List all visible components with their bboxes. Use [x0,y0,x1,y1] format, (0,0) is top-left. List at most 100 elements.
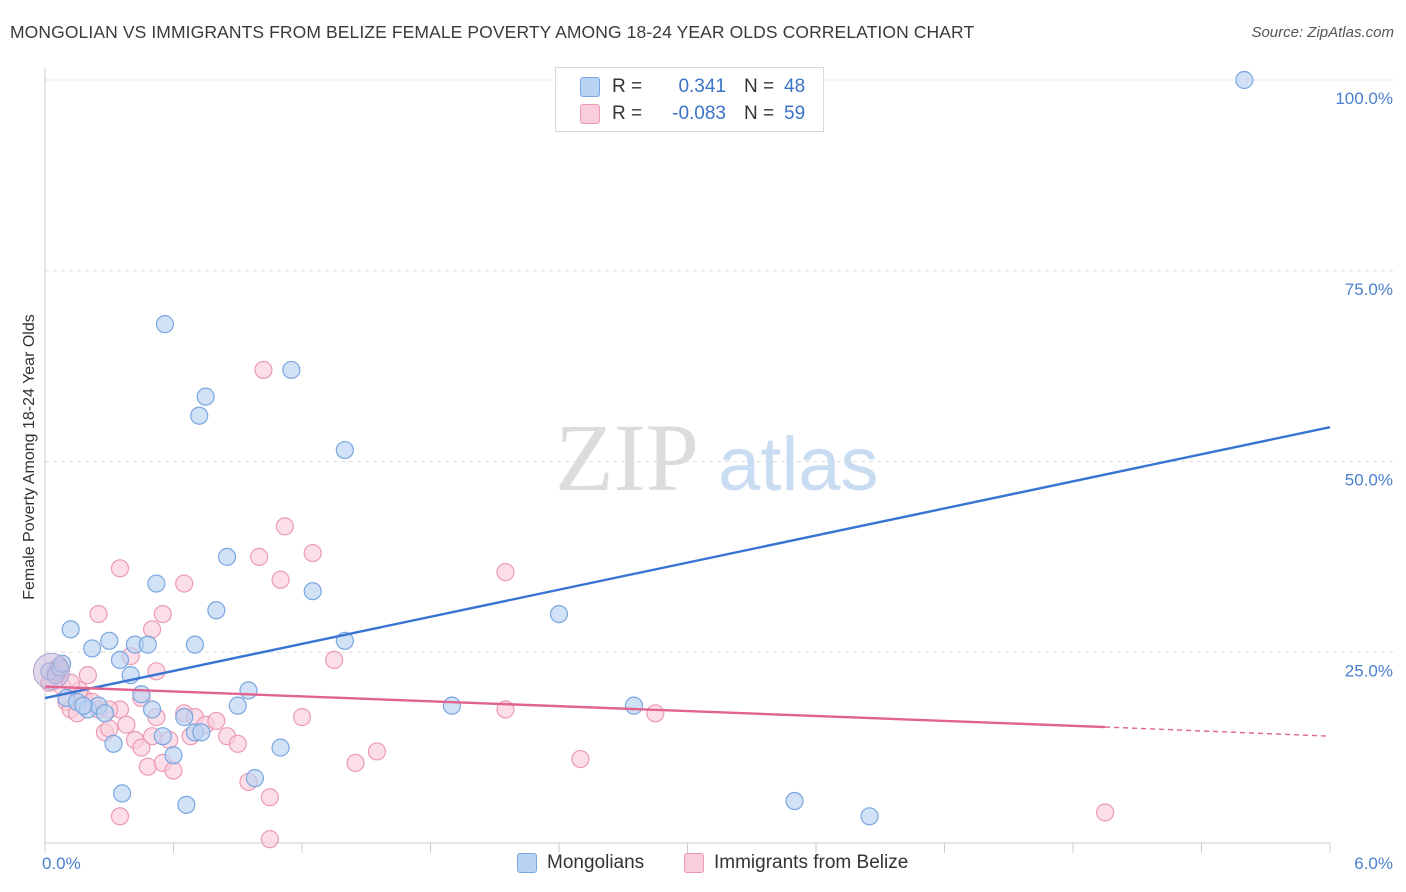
belize-point [260,788,279,807]
belize-point [1096,803,1115,822]
mongolians-point [860,807,879,826]
mongolians-point [335,440,354,460]
belize-point [260,830,279,849]
tick-labels: 25.0% 50.0% 75.0% 100.0% 0.0% 6.0% [42,89,1393,873]
mongolians-point [153,727,172,746]
belize-point [153,604,172,624]
mongolians-point [32,652,70,690]
belize-point [117,715,136,734]
mongolians-point [196,387,215,406]
source-label: Source: ZipAtlas.com [1251,24,1394,41]
mongolians-point [190,406,209,425]
legend-n-value: 59 [784,103,806,124]
mongolians-trend-line [44,425,1331,700]
belize-point [254,360,273,380]
belize-point [175,574,194,593]
legend-r-label: R = [612,76,643,97]
legend-n-label: N = [744,76,775,97]
series-legend: Mongolians Immigrants from Belize [0,852,1406,876]
mongolians-point [147,574,166,593]
y-tick-label: 25.0% [1345,661,1393,680]
axes [44,68,1331,853]
x-tick-label: 6.0% [1354,854,1393,873]
belize-point [110,559,130,578]
mongolians-point [95,704,115,723]
mongolians-point [142,700,162,719]
belize-point [207,711,226,731]
belize-point [496,563,515,582]
legend-swatch-blue [517,853,537,873]
belize-point [325,650,344,669]
mongolians-point [207,601,226,620]
mongolians-point [104,734,123,753]
legend-swatch-pink [684,853,704,873]
legend-n-label: N = [744,103,775,124]
mongolians-point [245,769,264,788]
mongolians-point [100,631,119,650]
belize-point [142,620,162,639]
mongolians-point [192,723,211,742]
x-tick-label: 0.0% [42,854,81,873]
y-tick-label: 50.0% [1345,471,1393,490]
belize-point [250,547,269,566]
legend-row-belize: R = -0.083 N = 59 [580,101,805,127]
watermark: ZIP atlas [555,404,879,511]
belize-point [164,761,183,780]
legend-label-belize: Immigrants from Belize [714,852,909,873]
mongolians-point [74,696,93,715]
series-mongolians-points [32,70,1254,826]
belize-point [110,807,130,826]
mongolians-point [164,746,183,765]
trend-lines [44,425,1331,737]
legend-item-belize[interactable]: Immigrants from Belize [684,852,908,874]
legend-r-value: -0.083 [672,103,726,124]
belize-point [138,757,157,776]
mongolians-point [271,738,290,757]
mongolians-point [175,708,194,727]
legend-n-value: 48 [784,76,806,97]
legend-row-mongolians: R = 0.341 N = 48 [580,74,805,100]
belize-point [346,753,365,772]
belize-point [646,704,665,723]
belize-point [228,734,247,753]
mongolians-point [112,784,132,803]
mongolians-point [549,604,569,624]
chart-title: MONGOLIAN VS IMMIGRANTS FROM BELIZE FEMA… [10,22,975,42]
belize-point [89,604,108,624]
belize-point [571,749,590,769]
belize-point [100,719,119,738]
mongolians-point [442,696,462,715]
stats-legend: R = 0.341 N = 48 R = -0.083 N = 59 [555,67,824,132]
y-tick-label: 100.0% [1335,89,1393,108]
mongolians-point [228,696,247,715]
belize-point [303,543,322,563]
mongolians-point [155,315,175,334]
mongolians-point [303,582,322,601]
belize-point [275,517,294,536]
mongolians-point [110,650,130,669]
belize-point [147,662,166,681]
mongolians-point [185,635,205,654]
legend-r-value: 0.341 [678,76,726,97]
mongolians-point [1235,70,1254,90]
mongolians-point [217,547,237,566]
mongolians-point [132,685,151,704]
gridlines [45,79,1395,653]
belize-point [292,708,312,727]
y-tick-label: 75.0% [1345,280,1393,299]
mongolians-point [138,635,157,654]
legend-item-mongolians[interactable]: Mongolians [517,852,644,874]
legend-r-label: R = [612,103,643,124]
mongolians-point [785,791,804,811]
mongolians-point [177,795,196,814]
mongolians-point [83,639,102,658]
y-axis-label: Female Poverty Among 18-24 Year Olds [21,314,38,600]
watermark-atlas: atlas [718,422,879,507]
belize-trend-line [44,685,1106,729]
watermark-zip: ZIP [555,404,699,511]
legend-label-mongolians: Mongolians [547,852,645,873]
belize-point [132,738,151,757]
legend-swatch-blue [580,77,600,97]
mongolians-point [624,696,644,715]
belize-point [271,570,290,589]
